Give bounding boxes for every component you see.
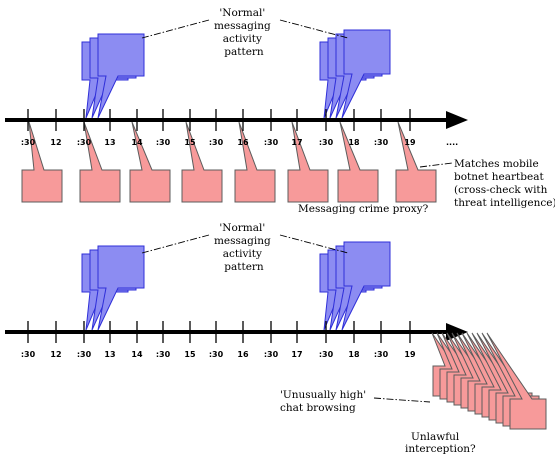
- tick-label: 18: [348, 138, 360, 147]
- outgoing-message-stack-right: [319, 29, 391, 119]
- tick-label: :30: [77, 350, 92, 359]
- chat-browsing-label: 'Unusually high' chat browsing: [280, 389, 370, 414]
- tick-label: 19: [404, 350, 416, 359]
- outgoing-message-bubble: [97, 245, 145, 331]
- tick-label: :30: [264, 138, 279, 147]
- tick-label: 14: [131, 350, 143, 359]
- leader-line-normal-left-bottom: [141, 234, 210, 254]
- incoming-message-bubble: [79, 121, 121, 203]
- tick-marks-bottom: [27, 321, 411, 343]
- tick-label: :30: [319, 138, 334, 147]
- incoming-message-bubble: [181, 121, 223, 203]
- tick-label: 12: [50, 350, 61, 359]
- top-panel: :30 12 :30 13 14 :30 15 :30 16 :30 17 :30 18 :30 19 ..…: [5, 7, 555, 215]
- axis-continuation-label: ....: [446, 138, 458, 147]
- tick-label: 17: [291, 138, 302, 147]
- leader-line-normal-right: [279, 19, 349, 39]
- outgoing-message-stack-right-bottom: [319, 241, 391, 331]
- interception-label: Unlawful interception?: [405, 431, 476, 455]
- tick-label: 17: [291, 350, 302, 359]
- tick-label: :30: [209, 138, 224, 147]
- tick-label: :30: [156, 350, 171, 359]
- tick-label: 15: [184, 138, 196, 147]
- tick-label: 15: [184, 350, 196, 359]
- tick-labels-bottom: :30 12 :30 13 14 :30 15 :30 16 :30 17 :30 18 :30 19: [21, 350, 416, 359]
- tick-label: 18: [348, 350, 360, 359]
- tick-label: :30: [209, 350, 224, 359]
- tick-label: :30: [319, 350, 334, 359]
- incoming-message-bubble: [287, 121, 329, 203]
- tick-label: :30: [77, 138, 92, 147]
- leader-line-normal-right-bottom: [279, 234, 349, 254]
- tick-label: 16: [237, 138, 249, 147]
- incoming-message-bubble: [21, 121, 63, 203]
- tick-labels-top: :30 12 :30 13 14 :30 15 :30 16 :30 17 :30 18 :30 19: [21, 138, 416, 147]
- botnet-heartbeat-label: Matches mobile botnet heartbeat (cross-c…: [454, 158, 555, 209]
- tick-label: 13: [104, 138, 115, 147]
- bottom-panel: :30 12 :30 13 14 :30 15 :30 16 :30 17 :30 18 :30 19 'N…: [5, 222, 547, 455]
- incoming-message-bubble: [234, 121, 276, 203]
- tick-label: 14: [131, 138, 143, 147]
- tick-label: 19: [404, 138, 416, 147]
- tick-label: :30: [21, 350, 36, 359]
- tick-label: :30: [264, 350, 279, 359]
- crime-proxy-label: Messaging crime proxy?: [298, 203, 429, 215]
- normal-pattern-label: 'Normal' messaging activity pattern: [214, 7, 274, 58]
- incoming-message-bubble: [395, 121, 437, 203]
- leader-line-normal-left: [141, 19, 210, 39]
- incoming-message-bubble: [129, 121, 171, 203]
- tick-label: :30: [21, 138, 36, 147]
- tick-marks-top: [27, 109, 411, 131]
- incoming-message-bubble: [486, 332, 547, 430]
- tick-label: :30: [374, 350, 389, 359]
- incoming-message-bubble: [337, 121, 379, 203]
- arrow-right-icon: [446, 111, 468, 129]
- tick-label: 12: [50, 138, 61, 147]
- tick-label: :30: [374, 138, 389, 147]
- incoming-message-row: [21, 121, 437, 203]
- leader-line-heartbeat: [419, 162, 453, 168]
- tick-label: :30: [156, 138, 171, 147]
- leader-line-chat-browsing: [373, 397, 431, 403]
- outgoing-message-bubble: [341, 241, 391, 331]
- normal-pattern-label-bottom: 'Normal' messaging activity pattern: [214, 222, 274, 273]
- outgoing-message-stack-left-bottom: [81, 245, 145, 331]
- arrow-right-icon: [446, 323, 468, 341]
- tick-label: 13: [104, 350, 115, 359]
- outgoing-message-bubble: [341, 29, 391, 119]
- incoming-message-burst: [431, 332, 547, 430]
- tick-label: 16: [237, 350, 249, 359]
- outgoing-message-bubble: [97, 33, 145, 119]
- outgoing-message-stack-left: [81, 33, 145, 119]
